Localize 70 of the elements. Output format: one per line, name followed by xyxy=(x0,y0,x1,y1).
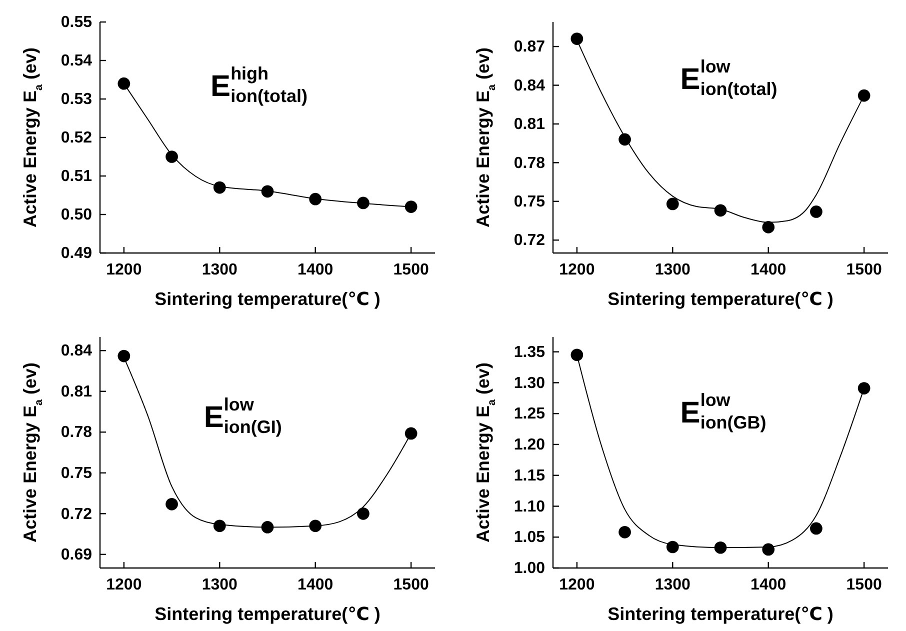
y-tick-label: 0.87 xyxy=(514,38,546,56)
y-tick-label: 0.50 xyxy=(60,206,92,224)
x-tick-label: 1500 xyxy=(846,576,882,594)
y-tick-label: 0.81 xyxy=(514,116,546,134)
point xyxy=(570,348,584,362)
point xyxy=(762,543,775,556)
x-tick-label: 1400 xyxy=(750,261,786,278)
x-tick-label: 1200 xyxy=(106,261,142,278)
point xyxy=(404,427,418,440)
y-tick-label: 1.05 xyxy=(514,529,546,546)
point xyxy=(666,198,679,210)
x-tick-label: 1300 xyxy=(654,576,691,594)
y-tick-label: 0.51 xyxy=(60,168,92,186)
y-tick-label: 0.54 xyxy=(60,52,92,70)
point xyxy=(714,541,727,554)
y-tick-label: 1.15 xyxy=(514,467,546,484)
y-tick-label: 1.35 xyxy=(514,344,546,361)
x-tick-label: 1200 xyxy=(559,261,595,278)
x-tick-label: 1400 xyxy=(750,576,786,594)
y-tick-label: 0.78 xyxy=(60,424,92,442)
y-tick-label: 0.84 xyxy=(514,77,546,94)
point xyxy=(118,77,130,90)
point xyxy=(810,206,822,218)
y-tick-label: 1.00 xyxy=(514,560,546,578)
point xyxy=(618,526,631,538)
x-axis-title: Sintering temperature(℃ ) xyxy=(608,604,834,624)
y-tick-label: 1.25 xyxy=(514,406,546,423)
y-tick-label: 0.69 xyxy=(60,546,92,564)
point xyxy=(618,133,631,146)
point xyxy=(404,200,418,213)
point xyxy=(858,89,870,102)
y-tick-label: 1.10 xyxy=(514,498,546,516)
y-tick-label: 0.84 xyxy=(60,342,92,360)
x-tick-label: 1400 xyxy=(298,576,334,594)
x-tick-label: 1500 xyxy=(393,261,429,278)
point xyxy=(858,382,870,394)
x-tick-label: 1500 xyxy=(393,576,429,594)
point xyxy=(570,32,584,45)
x-tick-label: 1300 xyxy=(654,261,691,278)
point xyxy=(166,498,178,510)
y-tick-label: 0.52 xyxy=(60,130,92,147)
x-tick-label: 1200 xyxy=(106,576,142,594)
x-tick-label: 1300 xyxy=(202,576,238,594)
point xyxy=(213,520,226,532)
y-tick-label: 0.55 xyxy=(60,14,92,32)
x-axis-title: Sintering temperature(℃ ) xyxy=(154,604,380,624)
point xyxy=(810,522,822,535)
x-tick-label: 1500 xyxy=(846,261,882,278)
x-axis-title: Sintering temperature(℃ ) xyxy=(608,289,834,309)
y-tick-label: 0.81 xyxy=(60,383,92,400)
point xyxy=(357,507,370,520)
y-tick-label: 0.72 xyxy=(514,232,546,250)
y-tick-label: 0.75 xyxy=(514,194,546,210)
point xyxy=(118,350,130,362)
y-tick-label: 1.20 xyxy=(514,436,546,454)
point xyxy=(762,221,775,234)
x-tick-label: 1200 xyxy=(559,576,595,594)
y-tick-label: 0.49 xyxy=(60,245,92,262)
y-tick-label: 0.75 xyxy=(60,465,92,482)
point xyxy=(666,540,679,554)
y-tick-label: 0.78 xyxy=(514,154,546,172)
y-tick-label: 1.30 xyxy=(514,374,546,392)
point xyxy=(213,181,226,194)
point xyxy=(714,204,727,217)
x-axis-title: Sintering temperature(℃ ) xyxy=(154,289,380,309)
y-tick-label: 0.72 xyxy=(60,506,92,523)
x-tick-label: 1300 xyxy=(202,261,238,278)
point xyxy=(166,150,178,163)
y-tick-label: 0.53 xyxy=(60,91,92,108)
x-tick-label: 1400 xyxy=(298,261,334,278)
